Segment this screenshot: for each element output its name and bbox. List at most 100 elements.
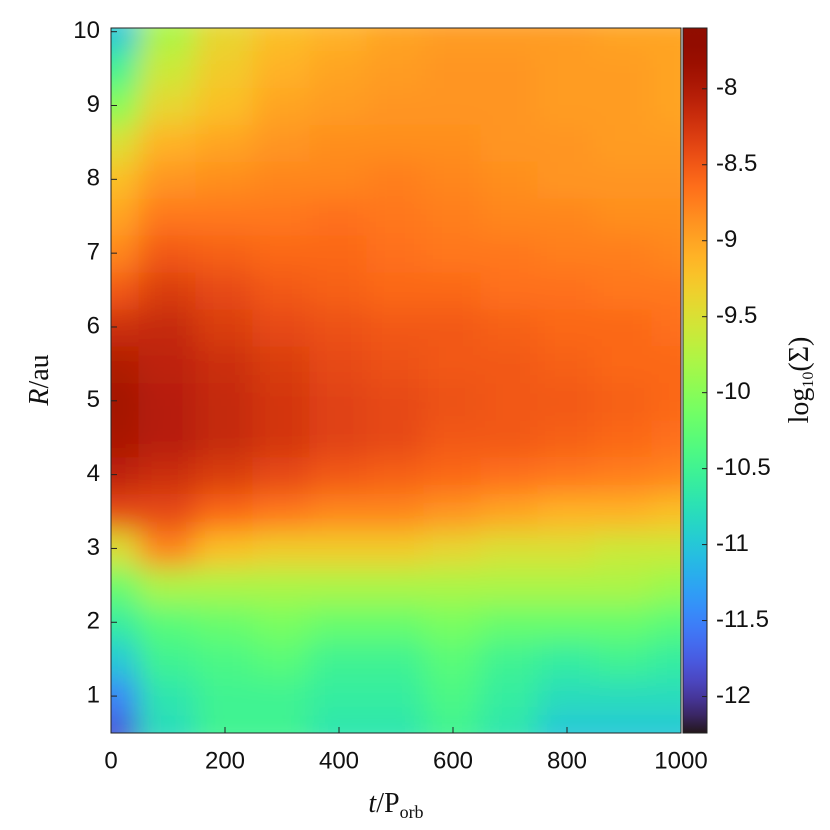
heatmap-cell — [138, 159, 198, 199]
heatmap-cell — [651, 86, 681, 125]
heatmap-cell — [309, 639, 369, 679]
heatmap-cell — [309, 86, 369, 125]
heatmap-cell — [195, 713, 255, 733]
heatmap-cell — [651, 307, 681, 347]
heatmap-cell — [111, 492, 141, 531]
heatmap-cell — [111, 713, 141, 733]
heatmap-cell — [138, 639, 198, 679]
heatmap-cell — [252, 418, 312, 458]
heatmap-cell — [480, 122, 540, 162]
heatmap-cell — [195, 602, 255, 642]
heatmap-cell — [366, 344, 426, 384]
heatmap-cell — [366, 28, 426, 52]
heatmap-cell — [138, 49, 198, 89]
heatmap-cell — [537, 49, 597, 89]
heatmap-cell — [651, 565, 681, 605]
colorbar-tick-label: -9 — [716, 226, 737, 253]
heatmap-cell — [423, 122, 483, 162]
heatmap-cell — [651, 381, 681, 421]
heatmap-cell — [138, 196, 198, 236]
heatmap-cell — [480, 528, 540, 568]
heatmap-cell — [651, 418, 681, 458]
heatmap-cell — [366, 713, 426, 733]
heatmap-cell — [651, 233, 681, 273]
heatmap-cell — [537, 713, 597, 733]
heatmap-cell — [537, 122, 597, 162]
heatmap-cell — [195, 492, 255, 531]
heatmap-cell — [651, 49, 681, 89]
heatmap-cell — [366, 492, 426, 531]
heatmap-cell — [480, 381, 540, 421]
heatmap-cell — [138, 307, 198, 347]
heatmap-cell — [366, 565, 426, 605]
y-tick-label: 2 — [87, 608, 100, 635]
heatmap-cell — [423, 565, 483, 605]
heatmap-cell — [366, 528, 426, 568]
heatmap-cell — [252, 381, 312, 421]
heatmap-cell — [423, 602, 483, 642]
colorbar-tick-label: -11 — [716, 530, 749, 557]
heatmap-cell — [594, 159, 654, 199]
heatmap-cell — [423, 86, 483, 125]
heatmap-cell — [111, 196, 141, 236]
heatmap-cell — [366, 86, 426, 125]
heatmap-cell — [195, 196, 255, 236]
heatmap-cell — [537, 270, 597, 310]
heatmap-cell — [366, 49, 426, 89]
heatmap-cell — [366, 381, 426, 421]
x-label-mid: /P — [376, 788, 399, 819]
heatmap-cell — [138, 602, 198, 642]
heatmap-cell — [594, 307, 654, 347]
heatmap-cell — [111, 639, 141, 679]
heatmap-cell — [195, 233, 255, 273]
heatmap-cell — [651, 528, 681, 568]
heatmap-cell — [594, 28, 654, 52]
heatmap-cell — [480, 565, 540, 605]
colorbar-tick-label: -8 — [716, 74, 737, 101]
cbar-label-after: (Σ) — [784, 337, 815, 372]
heatmap-cell — [252, 713, 312, 733]
heatmap-cell — [309, 49, 369, 89]
heatmap-cell — [537, 492, 597, 531]
heatmap-cell — [252, 565, 312, 605]
heatmap-cell — [309, 233, 369, 273]
heatmap-cell — [651, 344, 681, 384]
heatmap-cell — [138, 233, 198, 273]
heatmap-cell — [480, 492, 540, 531]
heatmap-cell — [111, 49, 141, 89]
colorbar-label: log10(Σ) — [784, 337, 817, 424]
heatmap-cell — [423, 344, 483, 384]
heatmap-cell — [252, 159, 312, 199]
heatmap-cell — [195, 307, 255, 347]
heatmap-cell — [111, 344, 141, 384]
y-tick-label: 1 — [87, 681, 100, 708]
heatmap-cell — [309, 455, 369, 495]
heatmap-cell — [309, 528, 369, 568]
heatmap-cell — [252, 49, 312, 89]
x-tick-label: 0 — [104, 747, 117, 774]
heatmap-cell — [537, 196, 597, 236]
heatmap-cell — [651, 122, 681, 162]
colorbar-tick-label: -8.5 — [716, 150, 757, 177]
heatmap-cell — [138, 455, 198, 495]
heatmap-cell — [366, 270, 426, 310]
heatmap-cell — [594, 86, 654, 125]
heatmap-cell — [366, 159, 426, 199]
heatmap-cell — [138, 86, 198, 125]
heatmap-cell — [111, 270, 141, 310]
heatmap-cell — [195, 270, 255, 310]
heatmap-cell — [423, 49, 483, 89]
y-tick-label: 9 — [87, 91, 100, 118]
heatmap-cell — [651, 28, 681, 52]
y-label-main: R — [24, 389, 55, 407]
heatmap-cell — [480, 307, 540, 347]
x-tick-label: 800 — [547, 747, 587, 774]
heatmap-cell — [195, 86, 255, 125]
heatmap-cell — [537, 418, 597, 458]
heatmap-cell — [423, 196, 483, 236]
heatmap-cell — [138, 418, 198, 458]
heatmap-cell — [651, 455, 681, 495]
heatmap-cell — [252, 455, 312, 495]
heatmap-cell — [195, 344, 255, 384]
